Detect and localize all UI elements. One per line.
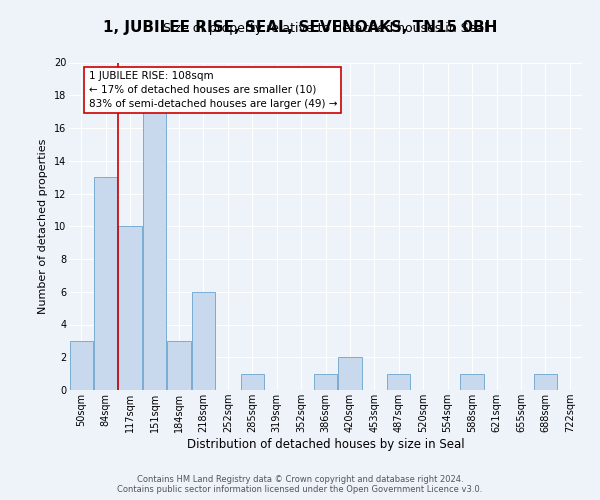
Bar [534,374,557,390]
Bar [192,292,215,390]
Y-axis label: Number of detached properties: Number of detached properties [38,138,48,314]
Bar [387,374,410,390]
Text: Contains HM Land Registry data © Crown copyright and database right 2024.: Contains HM Land Registry data © Crown c… [137,475,463,484]
Bar [70,341,93,390]
Bar [94,177,117,390]
Bar [460,374,484,390]
Title: Size of property relative to detached houses in Seal: Size of property relative to detached ho… [163,22,488,35]
Text: 1 JUBILEE RISE: 108sqm
← 17% of detached houses are smaller (10)
83% of semi-det: 1 JUBILEE RISE: 108sqm ← 17% of detached… [89,70,337,108]
X-axis label: Distribution of detached houses by size in Seal: Distribution of detached houses by size … [187,438,464,451]
Bar [167,341,191,390]
Bar [241,374,264,390]
Bar [338,357,362,390]
Text: 1, JUBILEE RISE, SEAL, SEVENOAKS, TN15 0BH: 1, JUBILEE RISE, SEAL, SEVENOAKS, TN15 0… [103,20,497,35]
Bar [118,226,142,390]
Text: Contains public sector information licensed under the Open Government Licence v3: Contains public sector information licen… [118,485,482,494]
Bar [314,374,337,390]
Bar [143,112,166,390]
